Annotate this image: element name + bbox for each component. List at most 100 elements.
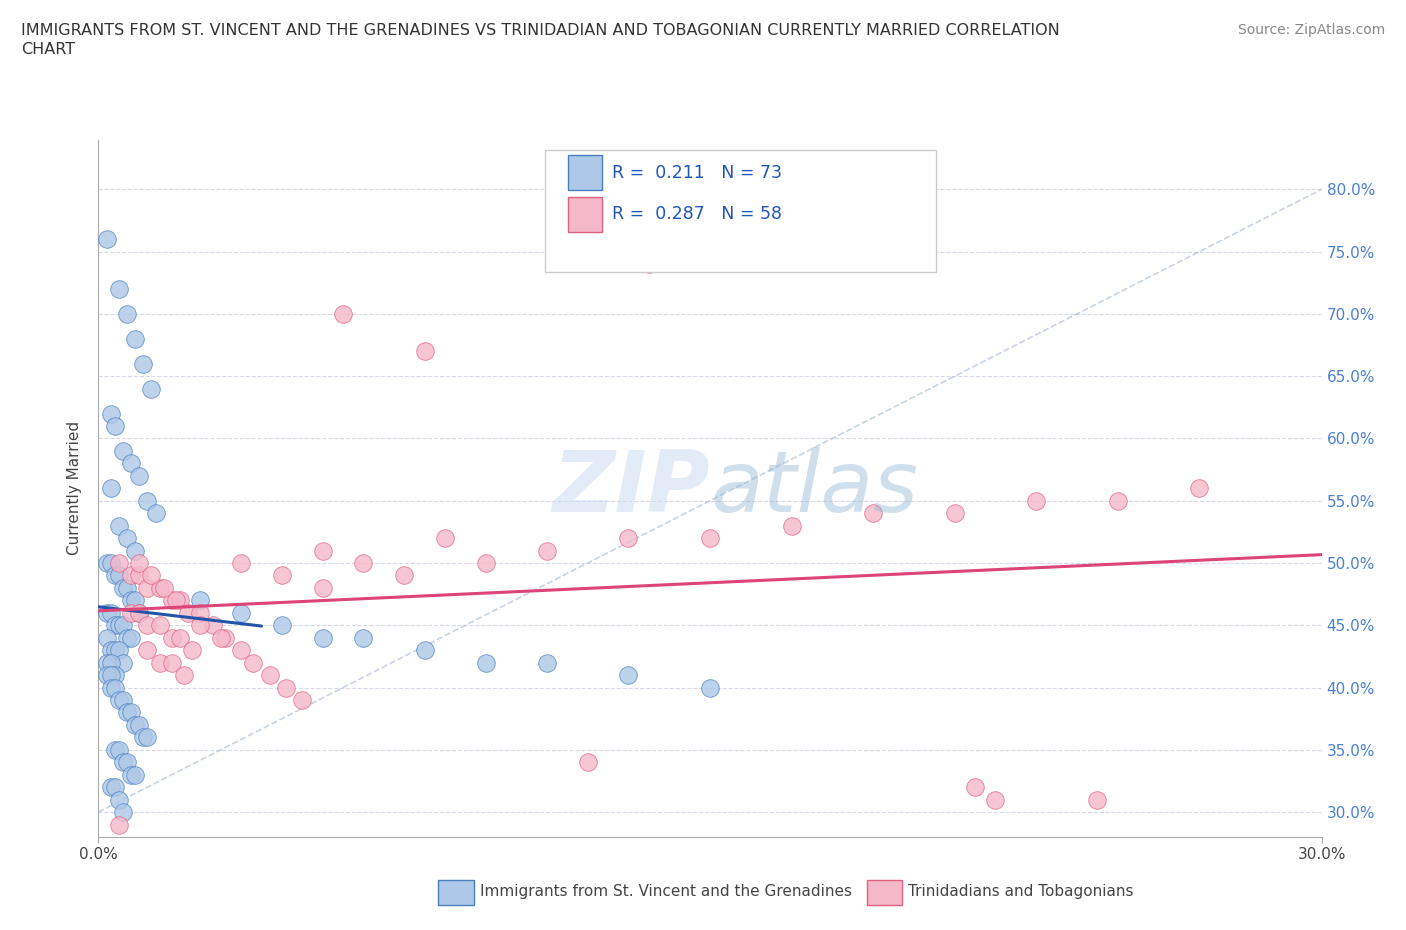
Point xyxy=(120,593,142,608)
Point xyxy=(943,506,966,521)
Point xyxy=(152,580,174,595)
Point xyxy=(965,779,987,794)
Point xyxy=(128,555,150,570)
Point xyxy=(141,568,163,583)
Point xyxy=(104,618,127,632)
Point xyxy=(120,568,142,583)
Point xyxy=(120,767,142,782)
Point xyxy=(124,543,146,558)
Point xyxy=(413,643,436,658)
Point xyxy=(100,481,122,496)
Point xyxy=(474,555,498,570)
Point xyxy=(108,568,131,583)
Point xyxy=(115,580,138,595)
Point xyxy=(149,580,172,595)
Point xyxy=(108,282,131,297)
Point xyxy=(104,779,127,794)
Point xyxy=(108,792,131,807)
Text: CHART: CHART xyxy=(21,42,75,57)
Point xyxy=(231,643,253,658)
Point xyxy=(231,555,253,570)
Point xyxy=(111,444,134,458)
Point xyxy=(352,631,374,645)
Point xyxy=(188,593,212,608)
Point xyxy=(108,693,131,708)
Point xyxy=(104,680,127,695)
Text: ZIP: ZIP xyxy=(553,446,710,530)
Point xyxy=(100,643,122,658)
Point xyxy=(100,668,122,683)
Point xyxy=(576,755,599,770)
Point xyxy=(115,705,138,720)
Point xyxy=(96,631,118,645)
Point xyxy=(201,618,224,632)
Point xyxy=(214,631,236,645)
Point xyxy=(474,656,498,671)
Point xyxy=(332,307,354,322)
Point xyxy=(169,593,191,608)
Point xyxy=(96,555,118,570)
Point xyxy=(132,730,155,745)
Text: R =  0.287   N = 58: R = 0.287 N = 58 xyxy=(612,206,782,223)
Point xyxy=(862,506,884,521)
Y-axis label: Currently Married: Currently Married xyxy=(67,421,83,555)
Point xyxy=(165,593,187,608)
Point xyxy=(1107,493,1129,508)
Point xyxy=(984,792,1007,807)
Point xyxy=(149,656,172,671)
Point xyxy=(270,568,294,583)
Point xyxy=(128,605,150,620)
Point xyxy=(111,693,134,708)
Point xyxy=(104,742,127,757)
Point xyxy=(128,605,150,620)
Point xyxy=(115,631,138,645)
Point xyxy=(111,618,134,632)
Point xyxy=(100,555,122,570)
Point xyxy=(104,643,127,658)
Text: R =  0.211   N = 73: R = 0.211 N = 73 xyxy=(612,164,782,181)
Point xyxy=(100,656,122,671)
Point xyxy=(188,618,212,632)
Point xyxy=(120,456,142,471)
Point xyxy=(188,605,212,620)
FancyBboxPatch shape xyxy=(568,197,602,232)
Point xyxy=(270,618,294,632)
Text: Source: ZipAtlas.com: Source: ZipAtlas.com xyxy=(1237,23,1385,37)
Point xyxy=(536,656,558,671)
Point xyxy=(434,531,457,546)
Point xyxy=(100,605,122,620)
Point xyxy=(104,568,127,583)
Point xyxy=(100,779,122,794)
Point xyxy=(100,406,122,421)
Point xyxy=(96,605,118,620)
Point xyxy=(96,668,118,683)
Point xyxy=(128,469,150,484)
Point xyxy=(108,518,131,533)
Point xyxy=(141,381,163,396)
Point xyxy=(136,493,159,508)
Text: Trinidadians and Tobagonians: Trinidadians and Tobagonians xyxy=(908,884,1133,899)
Point xyxy=(136,618,159,632)
Point xyxy=(120,705,142,720)
Point xyxy=(100,680,122,695)
Point xyxy=(291,693,314,708)
FancyBboxPatch shape xyxy=(866,880,903,905)
Text: atlas: atlas xyxy=(710,446,918,530)
Point xyxy=(124,593,146,608)
Point xyxy=(115,307,138,322)
Point xyxy=(352,555,374,570)
Point xyxy=(617,531,640,546)
Point xyxy=(115,531,138,546)
Point xyxy=(128,717,150,732)
Point xyxy=(149,618,172,632)
FancyBboxPatch shape xyxy=(568,155,602,191)
Point xyxy=(111,580,134,595)
Point xyxy=(160,631,183,645)
Point xyxy=(115,755,138,770)
Point xyxy=(111,804,134,819)
Point xyxy=(160,656,183,671)
Point xyxy=(242,656,264,671)
Point xyxy=(136,730,159,745)
Point xyxy=(108,618,131,632)
Point xyxy=(96,656,118,671)
